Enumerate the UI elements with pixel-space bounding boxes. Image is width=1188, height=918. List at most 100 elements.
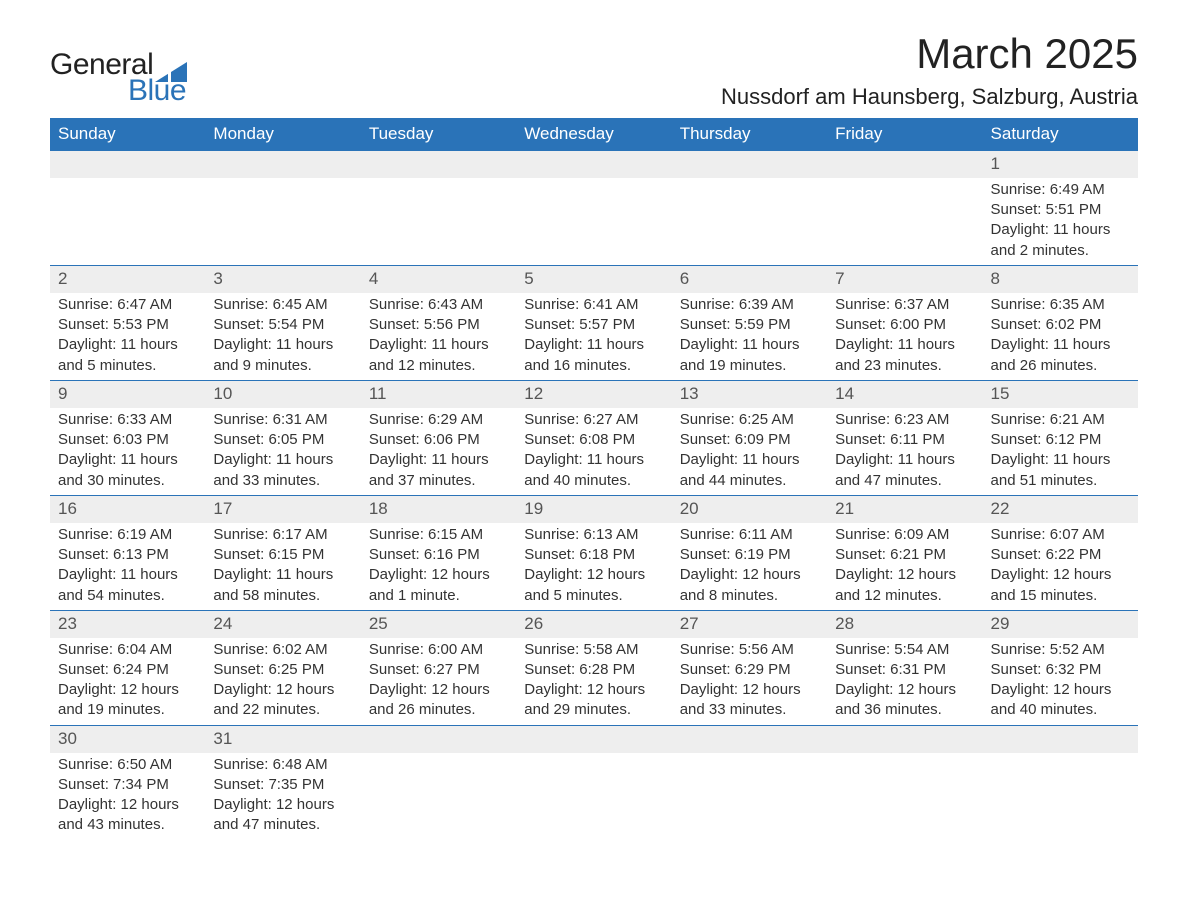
sunset-text: Sunset: 5:51 PM — [991, 200, 1130, 220]
sunrise-text: Sunrise: 6:17 AM — [213, 525, 352, 545]
daylight-text-1: Daylight: 12 hours — [524, 565, 663, 585]
day-number-cell — [516, 151, 671, 178]
daylight-text-1: Daylight: 11 hours — [991, 450, 1130, 470]
day-number-cell: 22 — [983, 495, 1138, 522]
sunset-text: Sunset: 6:12 PM — [991, 430, 1130, 450]
day-data-cell: Sunrise: 6:19 AMSunset: 6:13 PMDaylight:… — [50, 523, 205, 611]
daylight-text-2: and 58 minutes. — [213, 586, 352, 606]
day-data-cell: Sunrise: 6:45 AMSunset: 5:54 PMDaylight:… — [205, 293, 360, 381]
sunset-text: Sunset: 6:13 PM — [58, 545, 197, 565]
day-number-cell — [50, 151, 205, 178]
daylight-text-1: Daylight: 11 hours — [991, 220, 1130, 240]
daylight-text-2: and 29 minutes. — [524, 700, 663, 720]
day-number-cell: 18 — [361, 495, 516, 522]
sunrise-text: Sunrise: 6:35 AM — [991, 295, 1130, 315]
sunrise-text: Sunrise: 6:39 AM — [680, 295, 819, 315]
daylight-text-1: Daylight: 12 hours — [213, 680, 352, 700]
day-number-cell — [516, 725, 671, 752]
title-block: March 2025 Nussdorf am Haunsberg, Salzbu… — [721, 30, 1138, 110]
day-number-cell — [205, 151, 360, 178]
day-data-row: Sunrise: 6:33 AMSunset: 6:03 PMDaylight:… — [50, 408, 1138, 496]
day-number-cell: 5 — [516, 265, 671, 292]
daylight-text-2: and 19 minutes. — [58, 700, 197, 720]
daylight-text-2: and 47 minutes. — [213, 815, 352, 835]
day-number-cell: 30 — [50, 725, 205, 752]
daylight-text-2: and 15 minutes. — [991, 586, 1130, 606]
day-data-cell — [361, 178, 516, 266]
daylight-text-2: and 1 minute. — [369, 586, 508, 606]
daylight-text-2: and 51 minutes. — [991, 471, 1130, 491]
sunrise-text: Sunrise: 6:00 AM — [369, 640, 508, 660]
weekday-header: Thursday — [672, 118, 827, 151]
daylight-text-2: and 2 minutes. — [991, 241, 1130, 261]
sunset-text: Sunset: 6:24 PM — [58, 660, 197, 680]
day-data-cell: Sunrise: 6:02 AMSunset: 6:25 PMDaylight:… — [205, 638, 360, 726]
daylight-text-1: Daylight: 12 hours — [991, 565, 1130, 585]
daylight-text-1: Daylight: 11 hours — [213, 565, 352, 585]
sunset-text: Sunset: 6:29 PM — [680, 660, 819, 680]
page-header: General Blue March 2025 Nussdorf am Haun… — [50, 30, 1138, 110]
sunrise-text: Sunrise: 6:37 AM — [835, 295, 974, 315]
sunset-text: Sunset: 6:05 PM — [213, 430, 352, 450]
daylight-text-1: Daylight: 12 hours — [991, 680, 1130, 700]
daylight-text-1: Daylight: 11 hours — [369, 335, 508, 355]
sunrise-text: Sunrise: 6:04 AM — [58, 640, 197, 660]
day-number-row: 1 — [50, 151, 1138, 178]
day-number-row: 23242526272829 — [50, 610, 1138, 637]
day-data-row: Sunrise: 6:50 AMSunset: 7:34 PMDaylight:… — [50, 753, 1138, 840]
daylight-text-1: Daylight: 11 hours — [524, 335, 663, 355]
sunset-text: Sunset: 6:02 PM — [991, 315, 1130, 335]
sunrise-text: Sunrise: 6:09 AM — [835, 525, 974, 545]
daylight-text-1: Daylight: 12 hours — [369, 565, 508, 585]
daylight-text-2: and 43 minutes. — [58, 815, 197, 835]
day-number-cell: 29 — [983, 610, 1138, 637]
day-number-cell — [672, 151, 827, 178]
daylight-text-1: Daylight: 11 hours — [524, 450, 663, 470]
day-number-row: 2345678 — [50, 265, 1138, 292]
sunrise-text: Sunrise: 6:21 AM — [991, 410, 1130, 430]
day-number-cell: 31 — [205, 725, 360, 752]
day-data-cell: Sunrise: 5:58 AMSunset: 6:28 PMDaylight:… — [516, 638, 671, 726]
day-number-cell: 12 — [516, 380, 671, 407]
day-number-cell: 8 — [983, 265, 1138, 292]
sunset-text: Sunset: 6:06 PM — [369, 430, 508, 450]
daylight-text-2: and 19 minutes. — [680, 356, 819, 376]
daylight-text-1: Daylight: 12 hours — [835, 565, 974, 585]
sunset-text: Sunset: 6:18 PM — [524, 545, 663, 565]
day-number-row: 3031 — [50, 725, 1138, 752]
day-data-cell: Sunrise: 6:37 AMSunset: 6:00 PMDaylight:… — [827, 293, 982, 381]
sunrise-text: Sunrise: 6:15 AM — [369, 525, 508, 545]
day-data-cell: Sunrise: 6:04 AMSunset: 6:24 PMDaylight:… — [50, 638, 205, 726]
sunrise-text: Sunrise: 6:48 AM — [213, 755, 352, 775]
day-data-cell — [672, 178, 827, 266]
day-number-cell: 13 — [672, 380, 827, 407]
day-data-cell: Sunrise: 6:25 AMSunset: 6:09 PMDaylight:… — [672, 408, 827, 496]
daylight-text-1: Daylight: 11 hours — [213, 335, 352, 355]
daylight-text-2: and 22 minutes. — [213, 700, 352, 720]
daylight-text-2: and 54 minutes. — [58, 586, 197, 606]
day-data-cell: Sunrise: 6:07 AMSunset: 6:22 PMDaylight:… — [983, 523, 1138, 611]
day-data-row: Sunrise: 6:19 AMSunset: 6:13 PMDaylight:… — [50, 523, 1138, 611]
daylight-text-2: and 9 minutes. — [213, 356, 352, 376]
day-number-cell: 7 — [827, 265, 982, 292]
daylight-text-2: and 26 minutes. — [369, 700, 508, 720]
weekday-header: Friday — [827, 118, 982, 151]
daylight-text-1: Daylight: 11 hours — [991, 335, 1130, 355]
daylight-text-1: Daylight: 12 hours — [680, 680, 819, 700]
day-number-cell: 19 — [516, 495, 671, 522]
day-number-cell — [361, 725, 516, 752]
daylight-text-1: Daylight: 11 hours — [213, 450, 352, 470]
sunset-text: Sunset: 6:27 PM — [369, 660, 508, 680]
sunset-text: Sunset: 5:59 PM — [680, 315, 819, 335]
day-data-cell — [205, 178, 360, 266]
sunset-text: Sunset: 6:11 PM — [835, 430, 974, 450]
day-number-cell: 17 — [205, 495, 360, 522]
day-data-cell: Sunrise: 6:00 AMSunset: 6:27 PMDaylight:… — [361, 638, 516, 726]
location-subtitle: Nussdorf am Haunsberg, Salzburg, Austria — [721, 84, 1138, 110]
daylight-text-1: Daylight: 11 hours — [835, 450, 974, 470]
sunset-text: Sunset: 6:16 PM — [369, 545, 508, 565]
day-data-cell: Sunrise: 6:35 AMSunset: 6:02 PMDaylight:… — [983, 293, 1138, 381]
day-data-cell: Sunrise: 6:41 AMSunset: 5:57 PMDaylight:… — [516, 293, 671, 381]
day-number-cell: 9 — [50, 380, 205, 407]
sunset-text: Sunset: 7:35 PM — [213, 775, 352, 795]
